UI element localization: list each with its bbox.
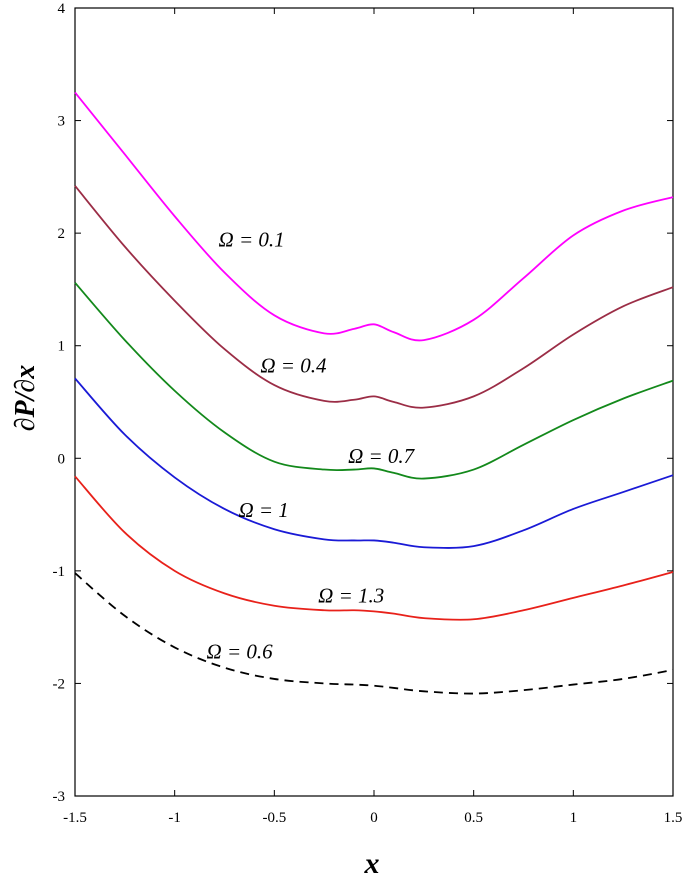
- x-tick-label: 1.5: [664, 810, 683, 826]
- y-tick-label: 2: [58, 226, 66, 242]
- series-label-5: Ω = 0.6: [207, 640, 274, 664]
- axis-ticks: [74, 7, 674, 797]
- x-tick-label: 1: [570, 810, 578, 826]
- series-line-4: [74, 475, 674, 621]
- y-tick-label: 0: [58, 451, 66, 467]
- y-tick-label: 3: [58, 114, 66, 130]
- y-tick-label: -2: [53, 676, 66, 692]
- series-label-3: Ω = 1: [238, 498, 288, 522]
- series-line-3: [74, 377, 674, 549]
- series-lines: [74, 91, 674, 695]
- series-line-2: [74, 282, 674, 480]
- series-label-1: Ω = 0.4: [260, 354, 327, 378]
- y-tick-label: -3: [53, 789, 66, 805]
- plot-frame: [74, 7, 674, 797]
- x-axis-title: x: [364, 847, 380, 877]
- y-tick-label: 1: [58, 339, 66, 355]
- y-tick-label: 4: [58, 1, 66, 17]
- x-tick-label: 0.5: [464, 810, 483, 826]
- series-line-5: [74, 572, 674, 695]
- x-tick-label: -1.5: [63, 810, 87, 826]
- axis-tick-labels: -1.5 -1 -0.5 0 0.5 1 1.5 -3 -2 -1 0 1 2 3 4: [53, 1, 683, 826]
- series-line-1: [74, 185, 674, 409]
- series-labels: Ω = 0.1 Ω = 0.4 Ω = 0.7 Ω = 1 Ω = 1.3 Ω = 0.6: [207, 228, 416, 664]
- series-label-2: Ω = 0.7: [348, 444, 416, 468]
- x-tick-label: 0: [370, 810, 378, 826]
- series-label-4: Ω = 1.3: [318, 583, 384, 607]
- y-axis-title: ∂P/∂x: [10, 365, 41, 432]
- x-tick-label: -0.5: [262, 810, 286, 826]
- series-label-0: Ω = 0.1: [219, 228, 285, 252]
- y-tick-label: -1: [53, 564, 66, 580]
- series-line-0: [74, 91, 674, 342]
- x-tick-label: -1: [168, 810, 181, 826]
